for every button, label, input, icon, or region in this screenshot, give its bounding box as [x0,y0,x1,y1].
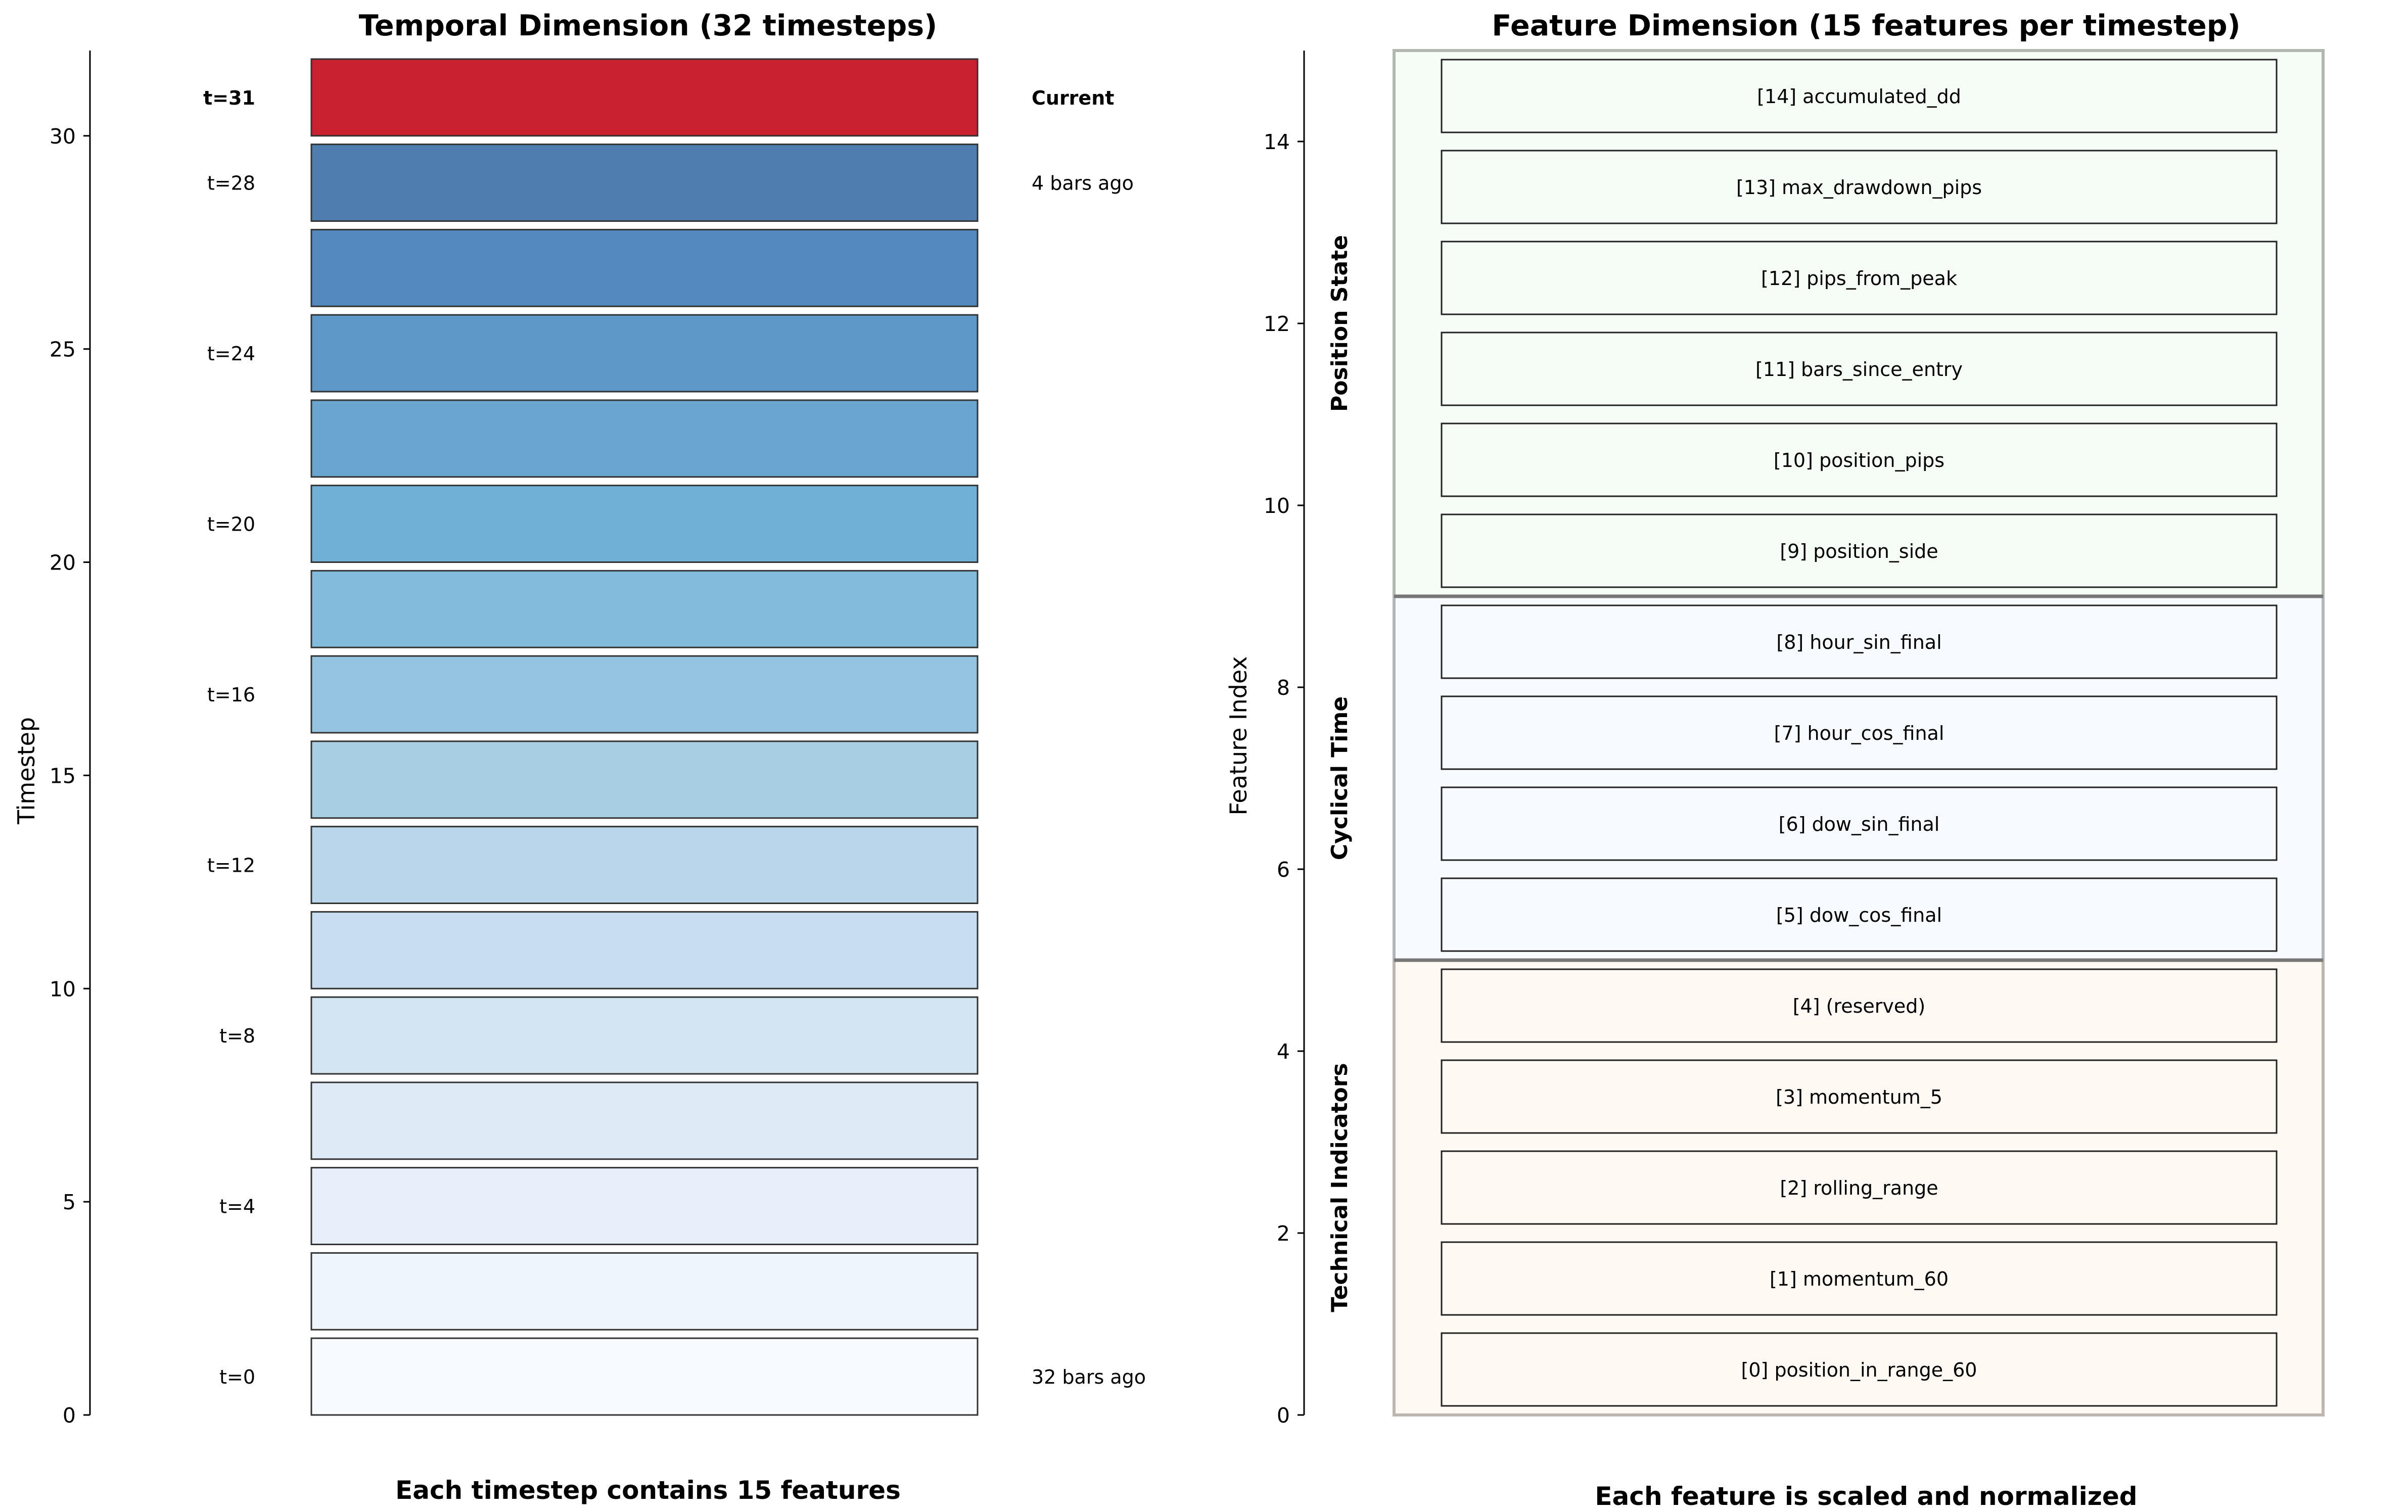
feature-box [1441,695,2278,770]
feature-name: [1] momentum_60 [1770,1268,1949,1290]
timestep-block [310,399,979,478]
timestep-notes: 32 bars ago 4 bars ago Current [1032,87,1146,1388]
feature-box [1441,1150,2278,1225]
temporal-panel-title: Temporal Dimension (32 timesteps) [359,9,937,42]
feature-group-region [1393,959,2325,1416]
feature-boxes: [0] position_in_range_60 [1] momentum_60 [… [1441,59,2278,1407]
timestep-block [310,570,979,648]
temporal-y-tick-label: 0 [63,1403,76,1428]
temporal-footer-note: Each timestep contains 15 features [395,1476,901,1505]
timestep-block [310,144,979,222]
timestep-labels: t=0 t=4 t=8 t=12 t=16 t=20 t=24 t=28 t=31 [203,87,255,1388]
feature-box [1441,513,2278,588]
timestep-note: 4 bars ago [1032,172,1134,195]
timestep-block [310,655,979,734]
timestep-note: 32 bars ago [1032,1366,1146,1388]
feature-box [1441,877,2278,952]
feature-box [1441,1332,2278,1407]
timestep-block [310,1167,979,1245]
temporal-y-axis-label: Timestep [13,717,40,825]
temporal-y-tick-label: 20 [50,551,76,575]
feature-name: [9] position_side [1780,540,1938,562]
timestep-label: t=0 [219,1366,255,1388]
timestep-block [310,58,979,137]
timestep-label: t=31 [203,87,255,109]
timestep-note: Current [1032,87,1114,109]
feature-box [1441,786,2278,861]
feature-y-axis-label: Feature Index [1225,656,1252,815]
feature-group-dividers [1394,594,2323,962]
feature-y-tick-label: 8 [1277,676,1290,700]
feature-footer-note: Each feature is scaled and normalized [1595,1482,2137,1511]
temporal-y-tick-label: 15 [50,764,76,788]
timestep-block [310,740,979,819]
feature-group-region [1393,49,2325,598]
feature-name: [7] hour_cos_final [1774,722,1944,744]
feature-box [1441,1059,2278,1134]
feature-y-tick-label: 14 [1264,130,1290,154]
temporal-y-ticks: 0 5 10 15 20 25 30 [50,124,90,1428]
timestep-label: t=12 [207,855,255,877]
feature-box [1441,1241,2278,1316]
feature-box [1441,150,2278,224]
timestep-label: t=8 [219,1025,255,1047]
temporal-y-tick-label: 30 [50,124,76,149]
feature-name: [0] position_in_range_60 [1741,1359,1977,1381]
timestep-block [310,1081,979,1160]
timestep-block [310,228,979,307]
feature-y-tick-label: 4 [1277,1040,1290,1064]
feature-name: [8] hour_sin_final [1776,631,1941,653]
feature-name: [3] momentum_5 [1776,1086,1942,1108]
feature-group-label: Cyclical Time [1327,696,1353,860]
timestep-blocks [310,58,979,1416]
feature-name: [10] position_pips [1774,449,1944,471]
feature-group-region [1393,595,2325,962]
timestep-block [310,826,979,904]
feature-name: [5] dow_cos_final [1776,904,1942,926]
timestep-label: t=20 [207,513,255,536]
feature-panel-title: Feature Dimension (15 features per times… [1492,9,2240,42]
feature-group-labels: Technical Indicators Cyclical Time Positio… [1327,235,1353,1312]
feature-box [1441,241,2278,315]
timestep-block [310,314,979,393]
feature-box [1441,422,2278,497]
feature-name: [11] bars_since_entry [1755,358,1963,381]
temporal-y-tick-label: 25 [50,338,76,362]
feature-y-ticks: 0 2 4 6 8 10 12 14 [1264,130,1304,1428]
timestep-label: t=28 [207,172,255,195]
temporal-y-tick-label: 5 [63,1190,76,1214]
feature-name: [6] dow_sin_final [1779,813,1940,835]
timestep-label: t=4 [219,1196,255,1218]
temporal-y-tick-label: 10 [50,977,76,1001]
feature-name: [2] rolling_range [1780,1177,1938,1199]
timestep-label: t=24 [207,343,255,365]
feature-name: [14] accumulated_dd [1757,85,1961,108]
feature-y-tick-label: 0 [1277,1403,1290,1428]
feature-y-tick-label: 12 [1264,312,1290,336]
feature-box [1441,968,2278,1043]
feature-y-tick-label: 10 [1264,494,1290,518]
feature-panel: Feature Dimension (15 features per times… [1225,9,2325,1511]
timestep-block [310,911,979,989]
timestep-block [310,1252,979,1331]
temporal-panel: Temporal Dimension (32 timesteps) Timest… [13,9,1146,1505]
timestep-block [310,996,979,1075]
feature-group-regions [1393,49,2325,1416]
feature-box [1441,332,2278,406]
feature-y-tick-label: 2 [1277,1221,1290,1246]
feature-box [1441,59,2278,133]
timestep-block [310,1337,979,1416]
feature-box [1441,604,2278,679]
feature-name: [13] max_drawdown_pips [1736,176,1982,199]
timestep-block [310,485,979,563]
timestep-label: t=16 [207,684,255,706]
feature-group-label: Technical Indicators [1327,1063,1353,1312]
feature-name: [4] (reserved) [1793,995,1926,1017]
feature-name: [12] pips_from_peak [1761,267,1957,290]
feature-group-label: Position State [1327,235,1353,412]
feature-y-tick-label: 6 [1277,858,1290,882]
